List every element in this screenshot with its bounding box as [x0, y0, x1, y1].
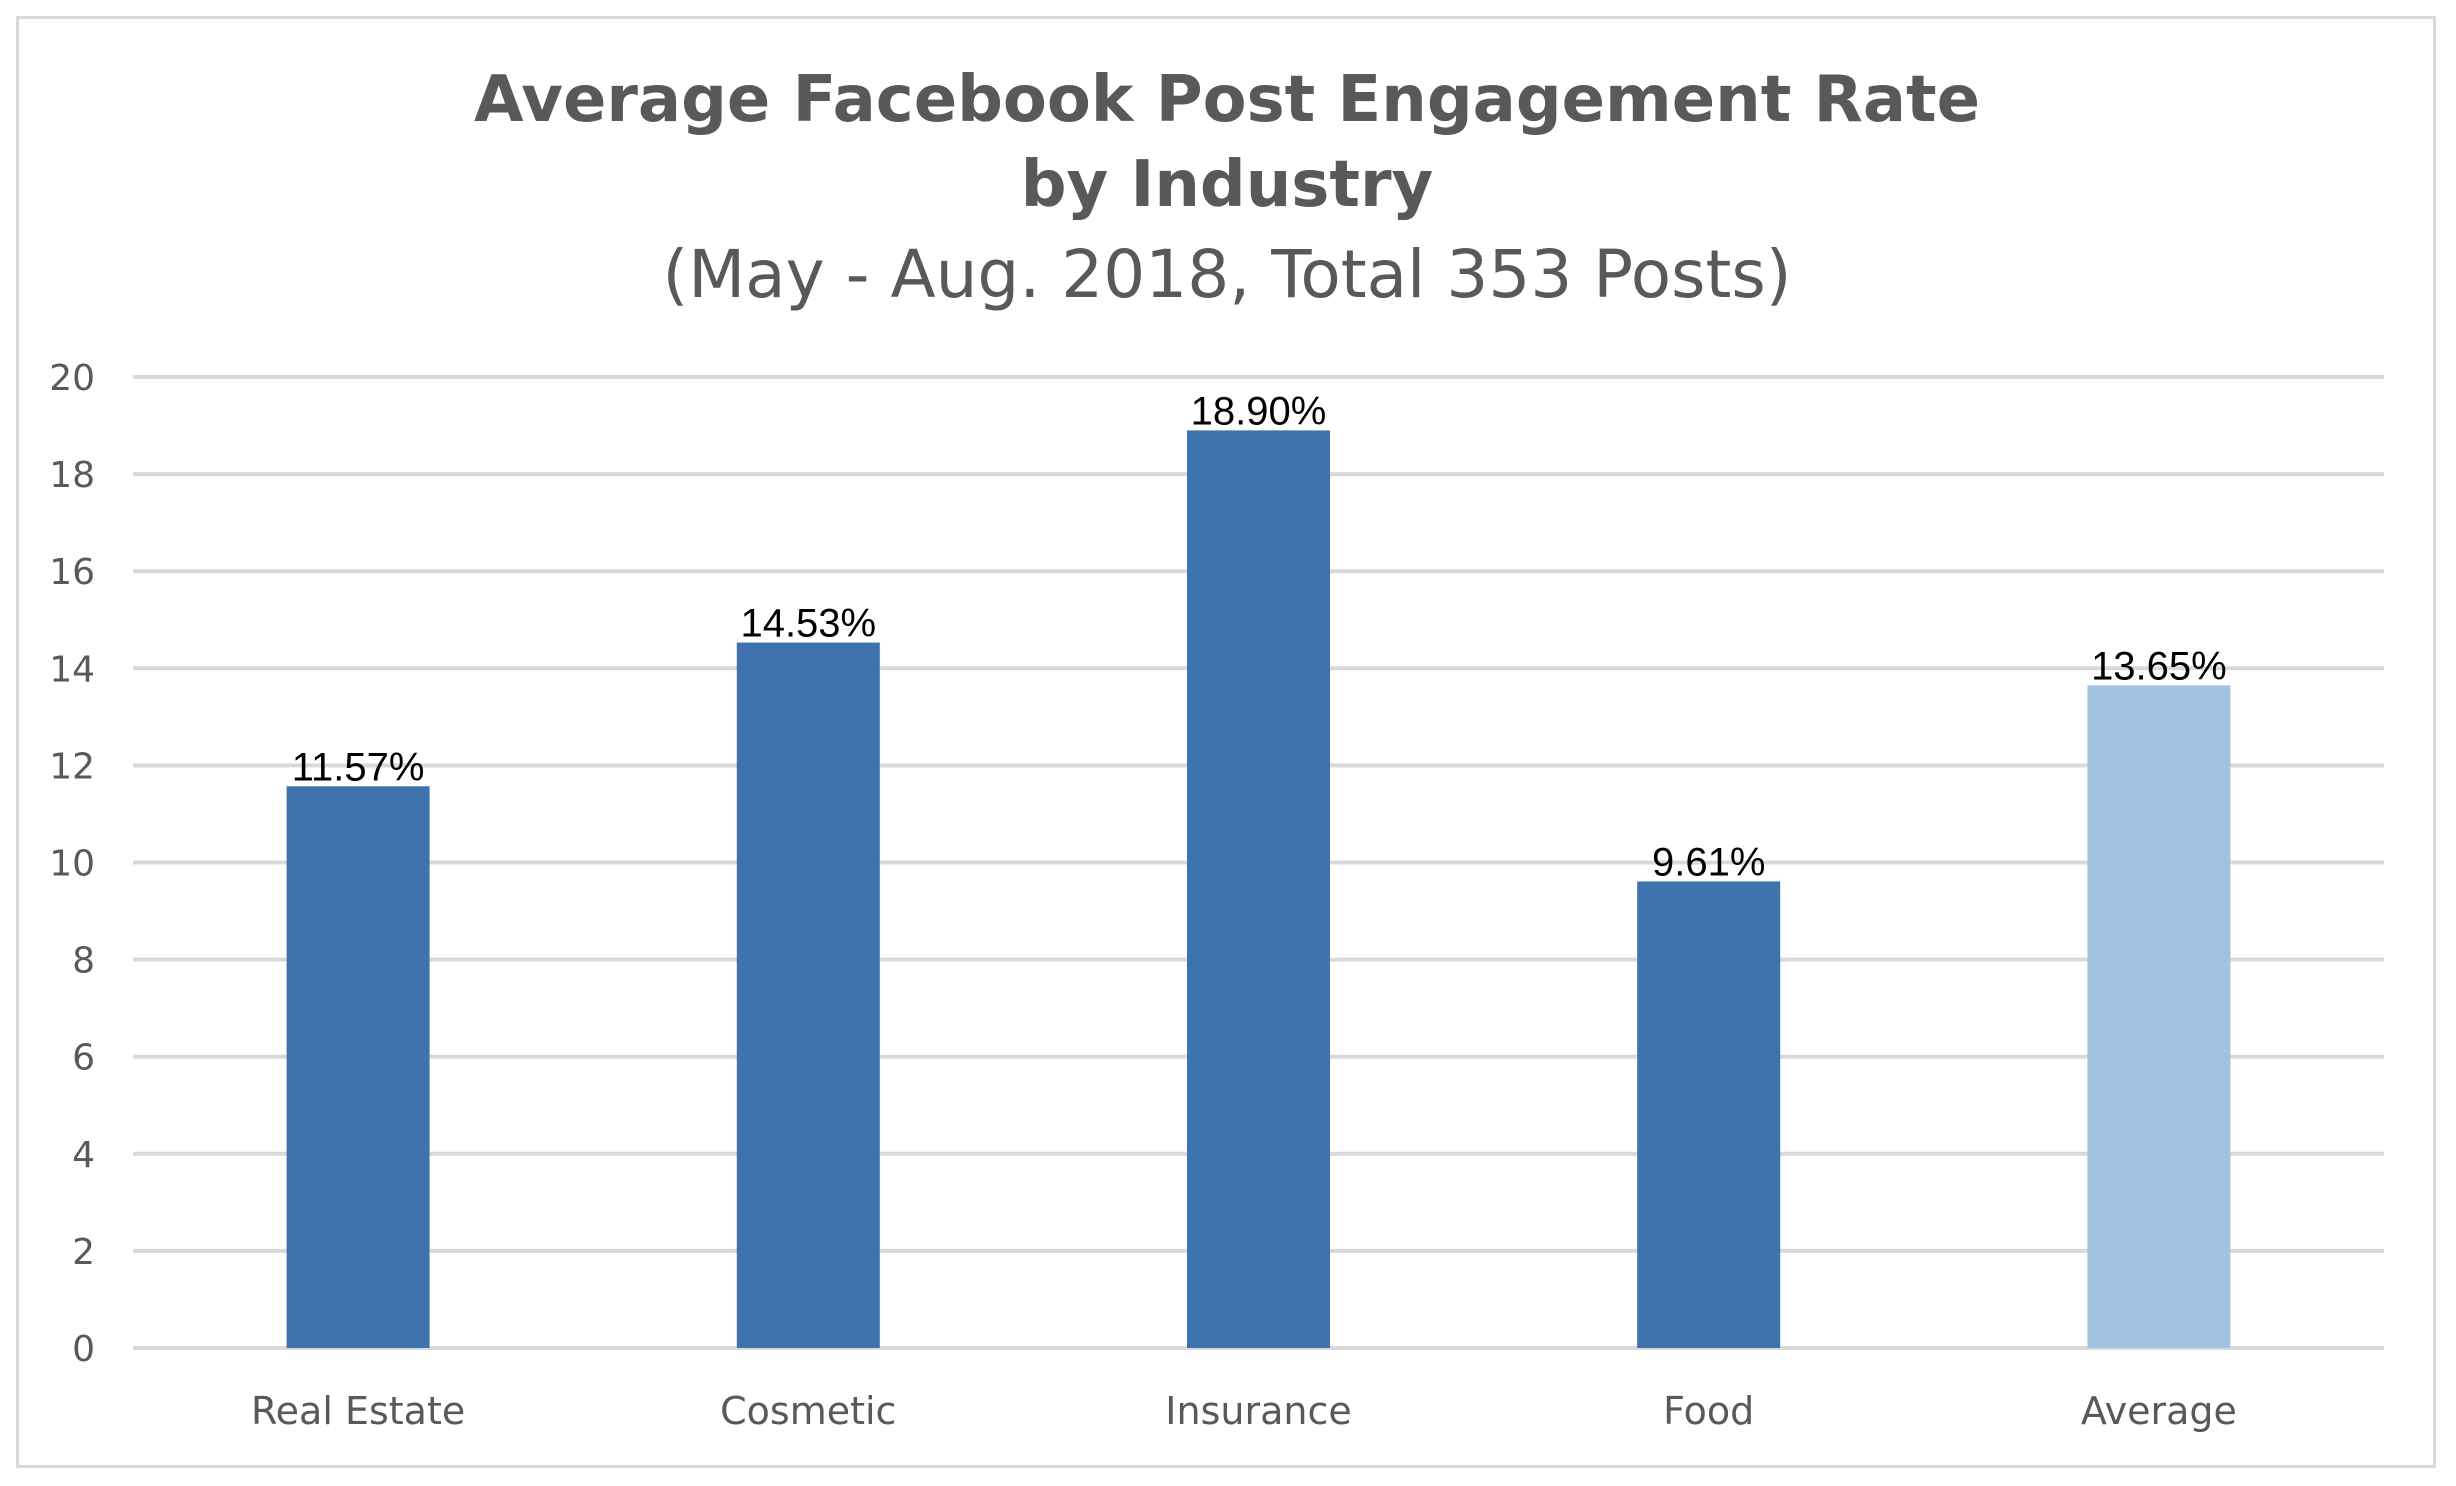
y-tick-label: 0	[72, 1329, 95, 1370]
bar-real-estate	[286, 786, 430, 1348]
data-label-insurance: 18.90%	[1191, 389, 1327, 433]
y-tick-label: 14	[49, 649, 95, 690]
x-tick-label-average: Average	[2081, 1389, 2237, 1433]
bar-cosmetic	[736, 642, 880, 1348]
bar-average	[2087, 685, 2231, 1348]
x-tick-label-real-estate: Real Estate	[251, 1389, 465, 1433]
chart-title-line1: Average Facebook Post Engagement Rate	[474, 63, 1980, 137]
bars	[286, 430, 2231, 1348]
y-tick-label: 12	[49, 746, 95, 787]
y-tick-label: 16	[49, 552, 95, 593]
data-label-cosmetic: 14.53%	[740, 602, 876, 646]
bar-insurance	[1187, 430, 1330, 1348]
data-label-food: 9.61%	[1652, 840, 1765, 884]
x-axis-tick-labels: Real Estate Cosmetic Insurance Food Average	[251, 1389, 2237, 1433]
bar-food	[1637, 881, 1781, 1348]
x-tick-label-cosmetic: Cosmetic	[720, 1389, 896, 1433]
x-tick-label-insurance: Insurance	[1165, 1389, 1351, 1433]
y-tick-label: 10	[49, 844, 95, 885]
y-tick-label: 18	[49, 455, 95, 496]
y-tick-label: 8	[72, 941, 95, 982]
data-label-average: 13.65%	[2091, 644, 2227, 688]
data-label-real-estate: 11.57%	[292, 745, 425, 789]
y-tick-label: 4	[72, 1135, 95, 1176]
chart-subtitle: (May - Aug. 2018, Total 353 Posts)	[662, 236, 1791, 313]
x-tick-label-food: Food	[1663, 1389, 1754, 1433]
y-tick-label: 20	[49, 358, 95, 399]
data-labels: 11.57% 14.53% 18.90% 9.61% 13.65%	[292, 389, 2227, 884]
y-axis-tick-labels: 0 2 4 6 8 10 12 14 16 18 20	[49, 358, 95, 1370]
y-tick-label: 6	[72, 1038, 95, 1079]
chart-title-line2: by Industry	[1021, 148, 1434, 222]
y-tick-label: 2	[72, 1232, 95, 1273]
